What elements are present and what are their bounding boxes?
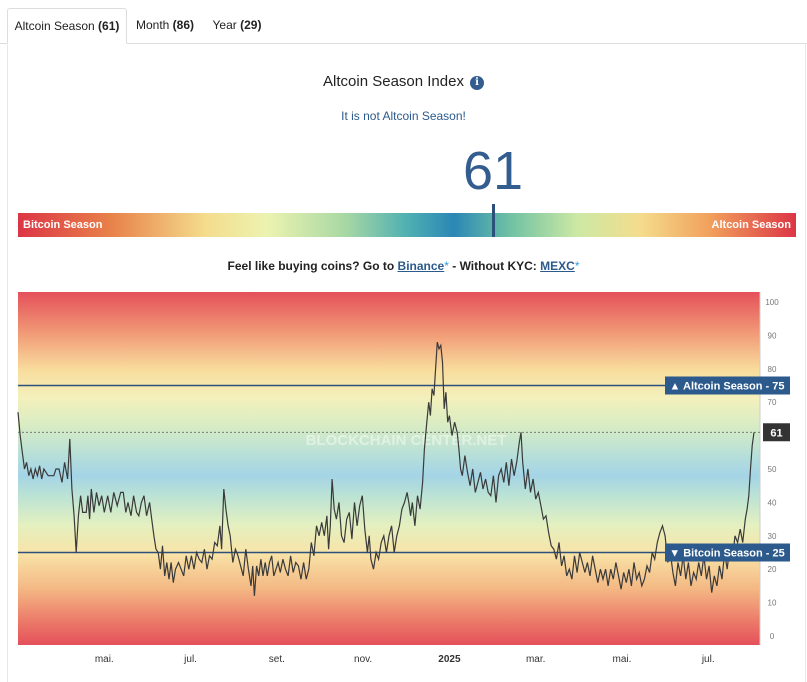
chart-watermark: BLOCKCHAIN CENTER.NET	[306, 432, 507, 449]
gauge-label-bitcoin: Bitcoin Season	[23, 219, 103, 231]
x-tick-label: jul.	[701, 654, 715, 665]
current-value-badge: 61	[763, 423, 790, 442]
tab-bar: Altcoin Season (61) Month (86) Year (29)	[0, 0, 807, 44]
tab-count: (61)	[98, 19, 120, 33]
promo-asterisk-2: *	[574, 259, 580, 273]
reference-badge	[665, 376, 790, 395]
tab-month[interactable]: Month (86)	[129, 8, 201, 42]
tab-count: (86)	[172, 18, 195, 32]
page-title-text: Altcoin Season Index	[323, 73, 464, 90]
x-tick-label: nov.	[354, 654, 372, 665]
y-tick-label: 70	[768, 398, 777, 407]
gauge-marker	[492, 204, 495, 237]
y-axis-area	[760, 292, 796, 645]
page-title: Altcoin Season Index i	[0, 73, 807, 90]
x-tick-labels: mai. jul. set. nov. 2025 mar. mai. jul.	[95, 654, 715, 665]
index-series-line	[17, 341, 755, 596]
tab-altcoin-season[interactable]: Altcoin Season (61)	[7, 8, 127, 44]
chart-plot-background	[18, 292, 760, 645]
y-tick-label: 30	[768, 532, 777, 541]
reference-badge-label: ▼ Bitcoin Season - 25	[669, 548, 784, 560]
y-tick-label: 100	[765, 298, 779, 307]
current-badge-bg	[763, 423, 790, 442]
x-tick-label: mar.	[526, 654, 545, 665]
info-icon[interactable]: i	[469, 76, 484, 90]
reference-badge	[665, 543, 790, 562]
y-tick-label: 90	[768, 331, 777, 340]
promo-middle: - Without KYC:	[452, 259, 537, 273]
reference-badge-label: ▲ Altcoin Season - 75	[669, 381, 784, 393]
mexc-link[interactable]: MEXC	[540, 259, 575, 273]
tab-label: Year	[212, 18, 237, 32]
tab-label: Altcoin Season	[14, 19, 95, 33]
x-tick-label: 2025	[438, 654, 461, 665]
y-tick-label: 10	[768, 599, 777, 608]
x-tick-label: set.	[269, 654, 285, 665]
binance-link[interactable]: Binance	[397, 259, 445, 273]
y-tick-label: 0	[770, 632, 775, 641]
x-tick-label: mai.	[95, 654, 114, 665]
promo-prefix: Feel like buying coins? Go to	[227, 259, 395, 273]
current-badge-label: 61	[770, 427, 782, 439]
index-value: 61	[462, 141, 524, 201]
reference-badges: ▲ Altcoin Season - 75 ▼ Bitcoin Season - …	[665, 376, 790, 562]
tab-label: Month	[135, 18, 170, 32]
reference-lines	[18, 384, 760, 554]
tab-count: (29)	[240, 18, 262, 32]
gauge-label-altcoin: Altcoin Season	[711, 219, 791, 231]
promo-line: Feel like buying coins? Go to Binance* -…	[0, 259, 807, 273]
y-tick-label: 50	[768, 465, 777, 474]
y-tick-label: 40	[768, 498, 777, 507]
season-status: It is not Altcoin Season!	[341, 109, 466, 123]
y-tick-label: 80	[768, 365, 777, 374]
season-gauge: Bitcoin Season Altcoin Season	[18, 204, 796, 237]
content-panel	[7, 43, 806, 682]
watermark-text: BLOCKCHAIN CENTER.NET	[306, 432, 507, 449]
tab-year[interactable]: Year (29)	[205, 8, 269, 42]
y-tick-label: 20	[768, 565, 777, 574]
x-tick-label: mai.	[613, 654, 632, 665]
promo-asterisk: *	[444, 259, 449, 273]
x-tick-label: jul.	[183, 654, 197, 665]
